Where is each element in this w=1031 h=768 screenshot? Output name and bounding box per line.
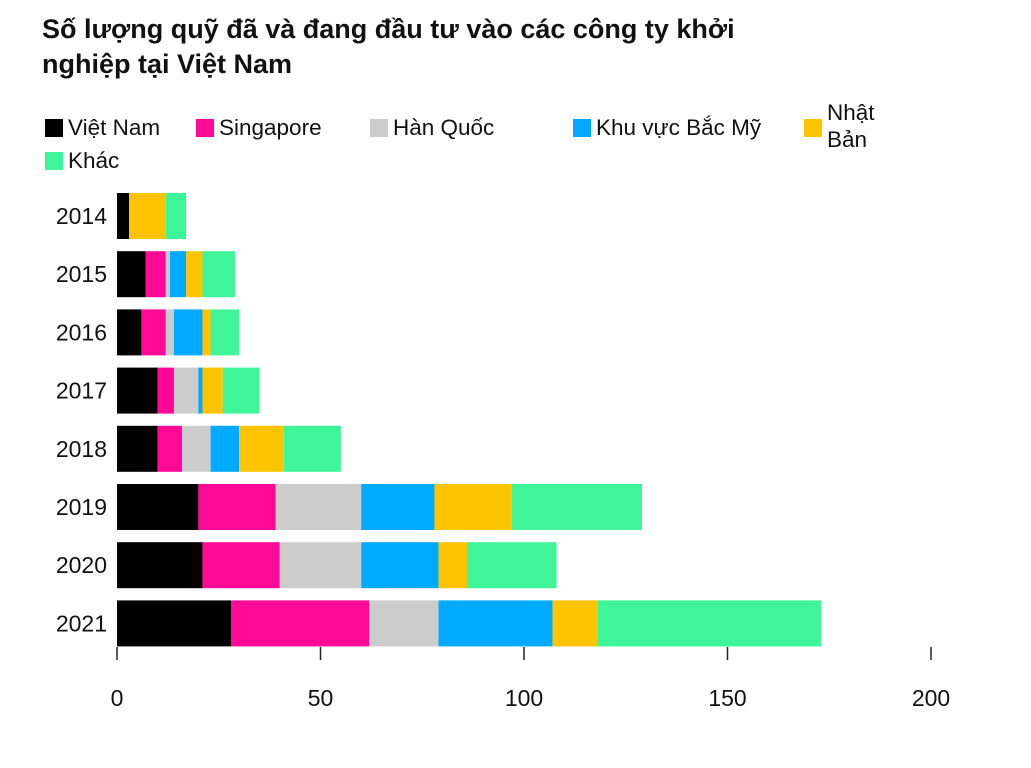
bar-segment xyxy=(202,251,236,298)
x-tick-label: 100 xyxy=(505,685,543,711)
legend-item-singapore: Singapore xyxy=(196,114,322,142)
bar-segment xyxy=(157,367,174,414)
legend-item-khac: Khác xyxy=(45,147,119,175)
y-tick-label: 2015 xyxy=(56,261,107,287)
bar-segment xyxy=(222,367,260,414)
bar-segment xyxy=(239,425,284,472)
legend-swatch xyxy=(804,119,822,137)
legend-item-nhat-ban: Nhật Bản xyxy=(804,100,897,153)
bar-segment xyxy=(117,484,199,530)
bar-segment xyxy=(186,251,203,298)
bar-segment xyxy=(210,425,240,472)
bar-segment xyxy=(173,309,203,356)
y-tick-label: 2019 xyxy=(56,494,107,520)
bar-segment xyxy=(145,251,166,298)
bar-segment xyxy=(198,484,276,530)
bar-segment xyxy=(438,600,553,647)
bar-segment xyxy=(198,367,203,414)
bar-segment xyxy=(182,425,211,472)
x-tick-label: 200 xyxy=(912,685,950,711)
bar-segment xyxy=(434,484,512,530)
bar-segment xyxy=(117,600,231,647)
bar-segment xyxy=(230,600,370,647)
bar-segment xyxy=(169,251,187,298)
legend-swatch xyxy=(573,119,591,137)
legend-label: Singapore xyxy=(219,115,322,140)
bar-segment xyxy=(552,600,598,647)
legend-swatch xyxy=(45,119,63,137)
bar-segment xyxy=(117,425,158,472)
bar-segment xyxy=(165,251,170,298)
x-tick-label: 50 xyxy=(308,685,334,711)
bar-segment xyxy=(202,542,280,589)
bar-segment xyxy=(173,367,199,414)
bar-segment xyxy=(117,193,130,239)
bar-segment xyxy=(202,367,223,414)
bar-segment xyxy=(369,600,439,647)
bar-segment xyxy=(361,484,435,530)
legend-label: Hàn Quốc xyxy=(393,115,495,140)
bar-segment xyxy=(361,542,439,589)
bar-segment xyxy=(141,309,166,356)
legend-swatch xyxy=(196,119,214,137)
bar-segment xyxy=(467,542,557,589)
y-tick-label: 2014 xyxy=(56,203,107,229)
y-tick-label: 2016 xyxy=(56,319,107,345)
bar-segment xyxy=(165,193,187,239)
legend-item-han-quoc: Hàn Quốc xyxy=(370,114,494,142)
legend-label: Việt Nam xyxy=(68,115,161,140)
y-tick-label: 2020 xyxy=(56,552,107,578)
bar-segment xyxy=(202,309,211,356)
bar-segment xyxy=(275,484,362,530)
bar-segment xyxy=(511,484,643,530)
y-tick-label: 2017 xyxy=(56,378,107,404)
legend-item-viet-nam: Việt Nam xyxy=(45,114,160,142)
bar-segment xyxy=(597,600,822,647)
y-tick-label: 2021 xyxy=(56,610,107,636)
bar-segment xyxy=(210,309,240,356)
legend-item-khu-vuc-bac-my: Khu vực Bắc Mỹ xyxy=(573,114,761,142)
bar-segment xyxy=(438,542,468,589)
bar-segment xyxy=(117,367,158,414)
bar-segment xyxy=(129,193,166,239)
legend-label: Nhật Bản xyxy=(827,100,875,152)
legend-swatch xyxy=(370,119,388,137)
legend-label: Khu vực Bắc Mỹ xyxy=(596,115,762,140)
x-tick-label: 0 xyxy=(111,685,124,711)
bar-segment xyxy=(117,251,146,298)
bar-segment xyxy=(157,425,183,472)
bar-segment xyxy=(117,309,142,356)
x-tick-label: 150 xyxy=(708,685,746,711)
chart-title: Số lượng quỹ đã và đang đầu tư vào các c… xyxy=(42,14,735,79)
bar-segment xyxy=(279,542,362,589)
bar-segment xyxy=(283,425,341,472)
legend-label: Khác xyxy=(68,148,120,173)
legend-swatch xyxy=(45,152,63,170)
bar-segment xyxy=(117,542,203,589)
bar-segment xyxy=(165,309,174,356)
y-tick-label: 2018 xyxy=(56,436,107,462)
